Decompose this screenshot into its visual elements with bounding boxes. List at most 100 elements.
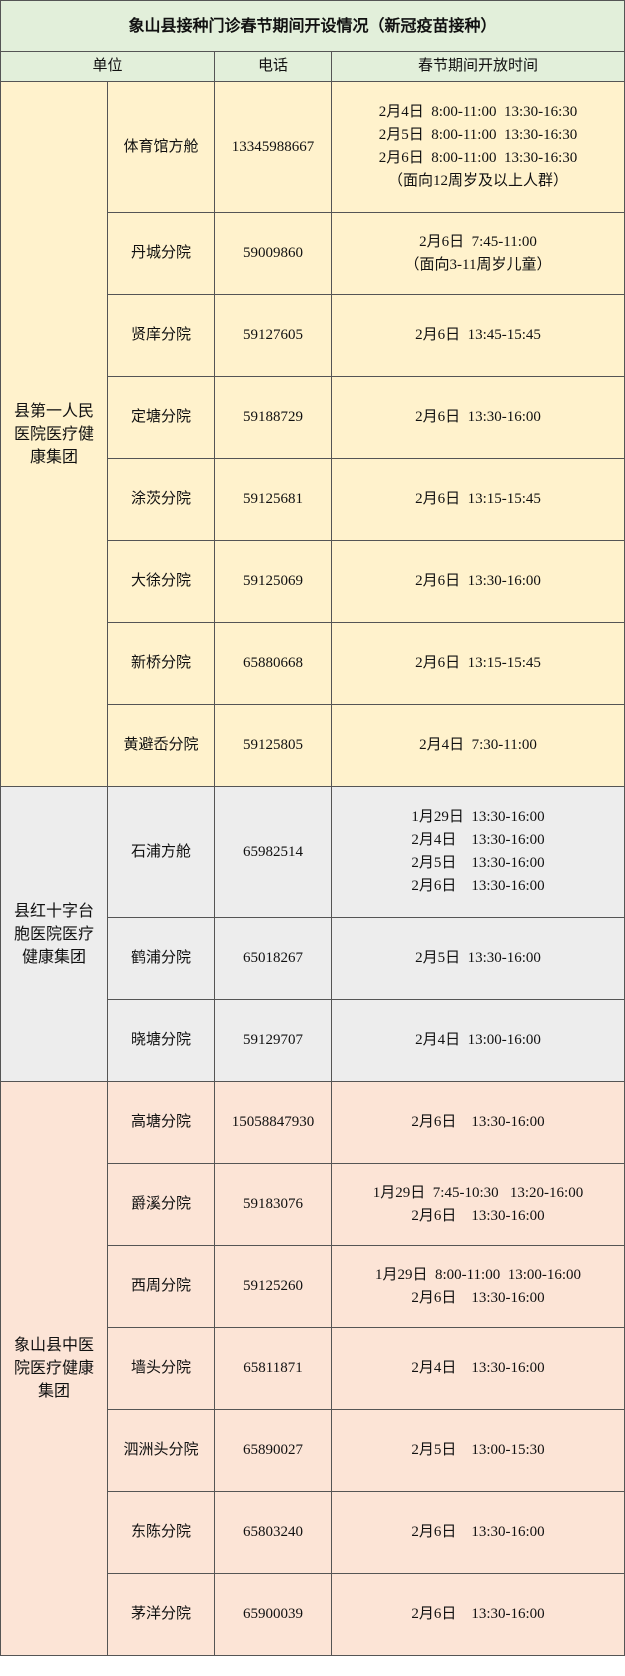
unit: 鹤浦分院 bbox=[107, 917, 215, 1000]
phone: 65900039 bbox=[214, 1573, 332, 1656]
row: 鹤浦分院 65018267 2月5日 13:30-16:00 bbox=[1, 917, 625, 1000]
times: 2月6日 13:30-16:00 bbox=[330, 376, 625, 459]
times: 1月29日 7:45-10:30 13:20-16:00 2月6日 13:30-1… bbox=[330, 1163, 625, 1246]
row: 茅洋分院 65900039 2月6日 13:30-16:00 bbox=[1, 1573, 625, 1656]
time-line: 2月6日 13:30-16:00 bbox=[415, 573, 541, 589]
unit: 涂茨分院 bbox=[107, 458, 215, 541]
group-name: 象山县中医院医疗健康集团 bbox=[0, 1081, 108, 1656]
phone: 59125260 bbox=[214, 1245, 332, 1328]
phone: 13345988667 bbox=[214, 81, 332, 213]
title: 象山县接种门诊春节期间开设情况（新冠疫苗接种） bbox=[0, 0, 625, 52]
time-line: 1月29日 13:30-16:00 bbox=[411, 809, 545, 825]
phone: 59183076 bbox=[214, 1163, 332, 1246]
time-line: 2月4日 13:30-16:00 bbox=[411, 832, 545, 848]
unit: 定塘分院 bbox=[107, 376, 215, 459]
time-line: 1月29日 7:45-10:30 13:20-16:00 bbox=[372, 1184, 584, 1201]
row: 爵溪分院 59183076 1月29日 7:45-10:30 13:20-16:00… bbox=[1, 1163, 625, 1246]
time-line: 2月6日 8:00-11:00 13:30-16:30 bbox=[378, 150, 578, 166]
phone: 65811871 bbox=[214, 1327, 332, 1410]
phone: 59129707 bbox=[214, 999, 332, 1082]
time-line: 2月6日 13:30-16:00 bbox=[411, 1524, 545, 1540]
row: 泗洲头分院 65890027 2月5日 13:00-15:30 bbox=[1, 1409, 625, 1492]
times: 2月6日 13:30-16:00 bbox=[330, 1491, 625, 1574]
row: 县第一人民医院医疗健康集团 体育馆方舱 13345988667 2月4日 8:00-1… bbox=[0, 81, 625, 787]
phone: 59125681 bbox=[214, 458, 332, 541]
row: 墙头分院 65811871 2月4日 13:30-16:00 bbox=[1, 1327, 625, 1410]
time-line: 2月5日 13:30-16:00 bbox=[411, 855, 545, 871]
phone: 59125805 bbox=[214, 704, 332, 787]
time-line: 2月5日 8:00-11:00 13:30-16:30 bbox=[378, 127, 578, 143]
unit: 贤庠分院 bbox=[107, 294, 215, 377]
row: 黄避岙分院 59125805 2月4日 7:30-11:00 bbox=[1, 704, 625, 787]
row: 新桥分院 65880668 2月6日 13:15-15:45 bbox=[1, 622, 625, 705]
time-line: 2月6日 13:30-16:00 bbox=[411, 1207, 545, 1224]
group-name: 县红十字台胞医院医疗健康集团 bbox=[0, 786, 108, 1082]
unit: 东陈分院 bbox=[107, 1491, 215, 1574]
unit: 黄避岙分院 bbox=[107, 704, 215, 787]
times: 1月29日 13:30-16:00 2月4日 13:30-16:00 2月5日 13… bbox=[330, 786, 625, 918]
times: 2月4日 8:00-11:00 13:30-16:30 2月5日 8:00-11:… bbox=[330, 81, 625, 213]
time-line: 2月5日 13:30-16:00 bbox=[415, 950, 541, 966]
header-cell: 单位 bbox=[0, 51, 215, 82]
times: 2月6日 13:45-15:45 bbox=[330, 294, 625, 377]
time-line: 2月6日 13:30-16:00 bbox=[411, 1114, 545, 1130]
phone: 65018267 bbox=[214, 917, 332, 1000]
times: 2月6日 13:30-16:00 bbox=[330, 540, 625, 623]
unit: 新桥分院 bbox=[107, 622, 215, 705]
phone: 15058847930 bbox=[214, 1081, 332, 1164]
times: 2月4日 7:30-11:00 bbox=[330, 704, 625, 787]
time-line: 2月6日 13:45-15:45 bbox=[415, 327, 541, 343]
time-line: 2月4日 7:30-11:00 bbox=[419, 737, 537, 753]
time-line: 2月6日 13:30-16:00 bbox=[411, 878, 545, 894]
unit: 高塘分院 bbox=[107, 1081, 215, 1164]
phone: 65803240 bbox=[214, 1491, 332, 1574]
times: 2月6日 13:15-15:45 bbox=[330, 458, 625, 541]
time-line: 2月6日 13:30-16:00 bbox=[411, 1606, 545, 1622]
unit: 石浦方舱 bbox=[107, 786, 215, 918]
row: 丹城分院 59009860 2月6日 7:45-11:00 （面向3-11周岁儿童） bbox=[1, 212, 625, 295]
unit: 西周分院 bbox=[107, 1245, 215, 1328]
time-line: 2月4日 8:00-11:00 13:30-16:30 bbox=[378, 104, 578, 120]
unit: 爵溪分院 bbox=[107, 1163, 215, 1246]
group-name: 县第一人民医院医疗健康集团 bbox=[0, 81, 108, 787]
times: 2月4日 13:00-16:00 bbox=[330, 999, 625, 1082]
times: 2月6日 13:30-16:00 bbox=[330, 1081, 625, 1164]
row: 定塘分院 59188729 2月6日 13:30-16:00 bbox=[1, 376, 625, 459]
unit: 晓塘分院 bbox=[107, 999, 215, 1082]
row: 东陈分院 65803240 2月6日 13:30-16:00 bbox=[1, 1491, 625, 1574]
row: 晓塘分院 59129707 2月4日 13:00-16:00 bbox=[1, 999, 625, 1082]
unit: 体育馆方舱 bbox=[107, 81, 215, 213]
phone: 65880668 bbox=[214, 622, 332, 705]
row: 县红十字台胞医院医疗健康集团 石浦方舱 65982514 1月29日 13:30-16… bbox=[0, 786, 625, 1082]
phone: 59127605 bbox=[214, 294, 332, 377]
time-line: （面向12周岁及以上人群） bbox=[388, 173, 569, 189]
unit: 大徐分院 bbox=[107, 540, 215, 623]
header-cell: 电话 bbox=[214, 51, 332, 82]
time-line: 2月6日 7:45-11:00 bbox=[419, 233, 537, 250]
header-cell: 春节期间开放时间 bbox=[330, 51, 625, 82]
unit: 茅洋分院 bbox=[107, 1573, 215, 1656]
row: 象山县中医院医疗健康集团 高塘分院 15058847930 2月6日 13:30-16… bbox=[0, 1081, 625, 1656]
phone: 65890027 bbox=[214, 1409, 332, 1492]
time-line: 2月5日 13:00-15:30 bbox=[411, 1442, 545, 1458]
times: 2月6日 7:45-11:00 （面向3-11周岁儿童） bbox=[330, 212, 625, 295]
times: 2月6日 13:30-16:00 bbox=[330, 1573, 625, 1656]
time-line: 2月6日 13:15-15:45 bbox=[415, 491, 541, 507]
times: 1月29日 8:00-11:00 13:00-16:00 2月6日 13:30-1… bbox=[330, 1245, 625, 1328]
unit: 丹城分院 bbox=[107, 212, 215, 295]
time-line: 2月6日 13:15-15:45 bbox=[415, 655, 541, 671]
phone: 59188729 bbox=[214, 376, 332, 459]
times: 2月6日 13:15-15:45 bbox=[330, 622, 625, 705]
times: 2月5日 13:00-15:30 bbox=[330, 1409, 625, 1492]
unit: 墙头分院 bbox=[107, 1327, 215, 1410]
phone: 59125069 bbox=[214, 540, 332, 623]
time-line: 2月4日 13:00-16:00 bbox=[415, 1032, 541, 1048]
time-line: 2月6日 13:30-16:00 bbox=[411, 1289, 545, 1306]
row: 西周分院 59125260 1月29日 8:00-11:00 13:00-16:00… bbox=[1, 1245, 625, 1328]
times: 2月5日 13:30-16:00 bbox=[330, 917, 625, 1000]
times: 2月4日 13:30-16:00 bbox=[330, 1327, 625, 1410]
row: 贤庠分院 59127605 2月6日 13:45-15:45 bbox=[1, 294, 625, 377]
phone: 59009860 bbox=[214, 212, 332, 295]
